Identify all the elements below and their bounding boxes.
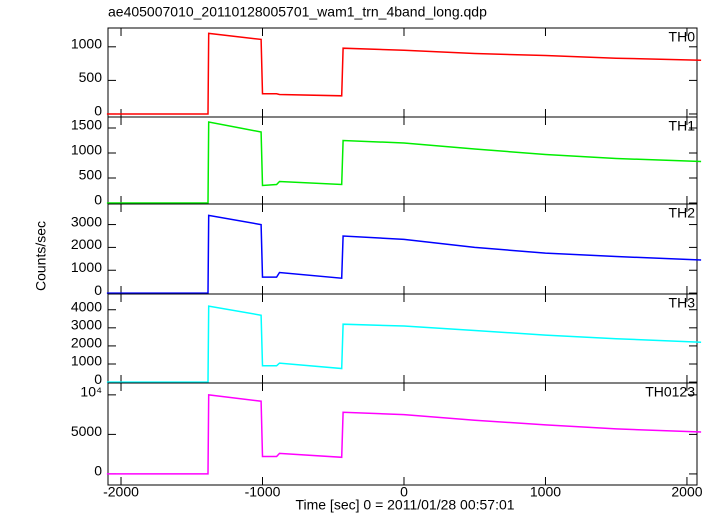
y-tick-label: 3000	[71, 317, 102, 333]
x-tick-label: -2000	[103, 484, 139, 500]
y-tick-label: 3000	[71, 213, 102, 229]
y-tick-label: 0	[94, 371, 102, 387]
y-tick-label: 4000	[71, 298, 102, 314]
legend-label: TH1	[669, 118, 696, 134]
series-line	[106, 32, 702, 115]
x-tick-label: 0	[400, 484, 408, 500]
y-tick-label: 0	[94, 103, 102, 119]
panel-frame	[107, 27, 698, 118]
x-axis-label: Time [sec] 0 = 2011/01/28 00:57:01	[295, 497, 514, 513]
series-line	[106, 121, 702, 204]
y-tick-label: 2000	[71, 236, 102, 252]
y-tick-label: 500	[79, 167, 103, 183]
chart-title: ae405007010_20110128005701_wam1_trn_4ban…	[108, 4, 487, 20]
y-tick-label: 0	[94, 463, 102, 479]
legend-label: TH3	[669, 295, 696, 311]
x-tick-label: 1000	[530, 484, 561, 500]
y-tick-label: 10⁴	[80, 384, 102, 400]
y-tick-label: 5000	[71, 423, 102, 439]
series-line	[106, 214, 702, 294]
y-axis-label: Counts/sec	[33, 221, 49, 291]
series-line	[106, 305, 702, 383]
y-tick-label: 500	[79, 69, 103, 85]
x-tick-label: -1000	[245, 484, 281, 500]
legend-label: TH0123	[645, 384, 695, 400]
y-tick-label: 1000	[71, 353, 102, 369]
y-tick-label: 1000	[71, 142, 102, 158]
y-tick-label: 1500	[71, 117, 102, 133]
panel-frame	[107, 203, 698, 295]
legend-label: TH2	[669, 205, 696, 221]
legend-label: TH0	[669, 29, 696, 45]
y-tick-label: 1000	[71, 36, 102, 52]
panel-frame	[107, 116, 698, 205]
y-tick-label: 0	[94, 282, 102, 298]
y-tick-label: 1000	[71, 259, 102, 275]
panel-frame	[107, 382, 698, 486]
y-tick-label: 2000	[71, 335, 102, 351]
series-line	[106, 394, 702, 475]
y-tick-label: 0	[94, 192, 102, 208]
x-tick-label: 2000	[671, 484, 702, 500]
